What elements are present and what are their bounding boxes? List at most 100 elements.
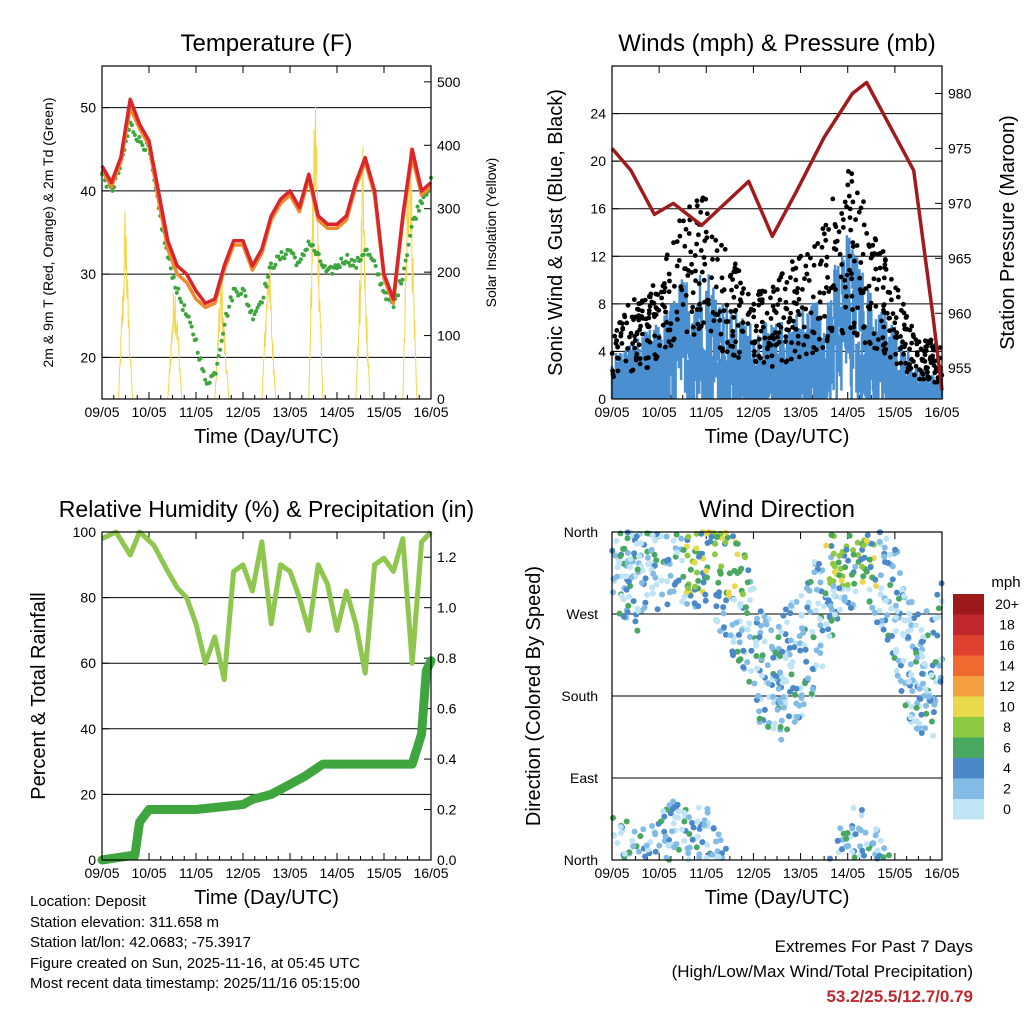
gust-point xyxy=(775,287,780,292)
wind-direction-point xyxy=(665,842,672,848)
wind-direction-point xyxy=(679,598,686,605)
dewpoint-point xyxy=(283,252,288,257)
wind-direction-point xyxy=(858,807,865,813)
temperature-xlabel: Time (Day/UTC) xyxy=(194,426,339,448)
wind-direction-point xyxy=(689,819,695,826)
gust-point xyxy=(920,358,925,363)
wind-direction-point xyxy=(892,628,899,634)
wind-direction-point xyxy=(626,849,633,856)
legend-swatch xyxy=(953,737,984,758)
gust-point xyxy=(844,204,849,210)
wind-direction-point xyxy=(892,602,899,609)
wind-direction-point xyxy=(877,591,884,598)
wind-direction-point xyxy=(775,685,782,692)
wind-direction-point xyxy=(775,634,782,641)
wind-direction-point xyxy=(708,533,715,540)
dewpoint-point xyxy=(189,324,194,329)
gust-point xyxy=(751,301,757,307)
gust-point xyxy=(677,218,682,224)
dewpoint-point xyxy=(177,296,182,301)
wind-direction-point xyxy=(695,603,702,610)
gust-point xyxy=(637,356,643,361)
gust-point xyxy=(906,363,912,368)
gust-point xyxy=(925,341,931,346)
gust-point xyxy=(676,258,682,263)
gust-point xyxy=(853,217,858,223)
gust-point xyxy=(615,368,621,374)
gust-point xyxy=(822,313,827,319)
direction-title: Wind Direction xyxy=(699,496,855,523)
gust-point xyxy=(799,305,805,310)
dewpoint-point xyxy=(174,290,179,295)
gust-point xyxy=(902,326,908,332)
wind-direction-point xyxy=(829,560,836,567)
wind-direction-point xyxy=(667,588,674,595)
gust-point xyxy=(808,310,814,316)
dir-ytick-label: East xyxy=(570,770,598,786)
dewpoint-point xyxy=(355,255,360,260)
gust-point xyxy=(833,224,839,230)
dewpoint-point xyxy=(135,139,140,144)
wind-direction-point xyxy=(671,844,677,851)
wind-direction-point xyxy=(742,554,749,561)
wind-direction-point xyxy=(674,549,680,556)
gust-point xyxy=(904,314,910,319)
wind-direction-point xyxy=(859,847,866,854)
wind-frame xyxy=(611,65,943,400)
gust-point xyxy=(634,331,640,337)
temp-ytick-label: 40 xyxy=(80,183,96,199)
wind-direction-point xyxy=(736,639,743,646)
gust-point xyxy=(646,324,652,329)
gust-point xyxy=(839,211,845,216)
wind-direction-point xyxy=(819,663,826,670)
wind-direction-point xyxy=(882,597,889,604)
wind-direction-point xyxy=(752,638,759,645)
gust-point xyxy=(693,268,698,274)
gust-point xyxy=(844,294,849,299)
wind-direction-point xyxy=(919,653,926,660)
x-tick-label: 09/05 xyxy=(594,865,629,881)
gust-point xyxy=(681,218,686,224)
x-tick-label: 14/05 xyxy=(830,865,865,881)
wind-direction-point xyxy=(804,604,811,611)
wind-direction-point xyxy=(737,656,744,663)
gust-point xyxy=(699,269,705,275)
wind-direction-point xyxy=(858,556,865,563)
gust-point xyxy=(631,297,637,302)
gust-point xyxy=(760,324,766,330)
gust-point xyxy=(709,234,715,240)
dewpoint-point xyxy=(382,290,387,295)
wind-direction-point xyxy=(733,540,740,547)
temp-ytick-label: 20 xyxy=(80,349,96,365)
wind-direction-point xyxy=(789,659,796,666)
wind-direction-point xyxy=(684,552,691,559)
wind-direction-point xyxy=(689,836,696,843)
gust-point xyxy=(823,237,829,243)
wind-direction-point xyxy=(701,821,708,828)
wind-direction-point xyxy=(714,618,721,625)
gust-point xyxy=(817,336,822,342)
gust-point xyxy=(768,295,773,301)
gust-point xyxy=(699,198,705,203)
wind-direction-point xyxy=(831,592,838,599)
gust-point xyxy=(874,346,880,351)
dewpoint-point xyxy=(330,271,335,276)
wind-direction-point xyxy=(757,608,764,615)
gust-point xyxy=(721,287,727,293)
gust-point xyxy=(876,277,881,283)
gust-point xyxy=(849,276,854,282)
wind-direction-point xyxy=(610,814,616,821)
gust-point xyxy=(875,251,881,257)
pressure-y2tick-label: 960 xyxy=(948,305,972,321)
legend-label: 2 xyxy=(1003,781,1011,797)
extremes-subtitle: (High/Low/Max Wind/Total Precipitation) xyxy=(671,962,973,981)
gust-point xyxy=(740,320,746,326)
wind-direction-point xyxy=(786,645,793,651)
wind-direction-point xyxy=(779,679,786,686)
wind-direction-point xyxy=(930,709,937,716)
wind-direction-point xyxy=(633,540,640,547)
wind-direction-point xyxy=(807,578,814,585)
wind-direction-point xyxy=(634,566,641,573)
wind-direction-point xyxy=(930,732,937,739)
